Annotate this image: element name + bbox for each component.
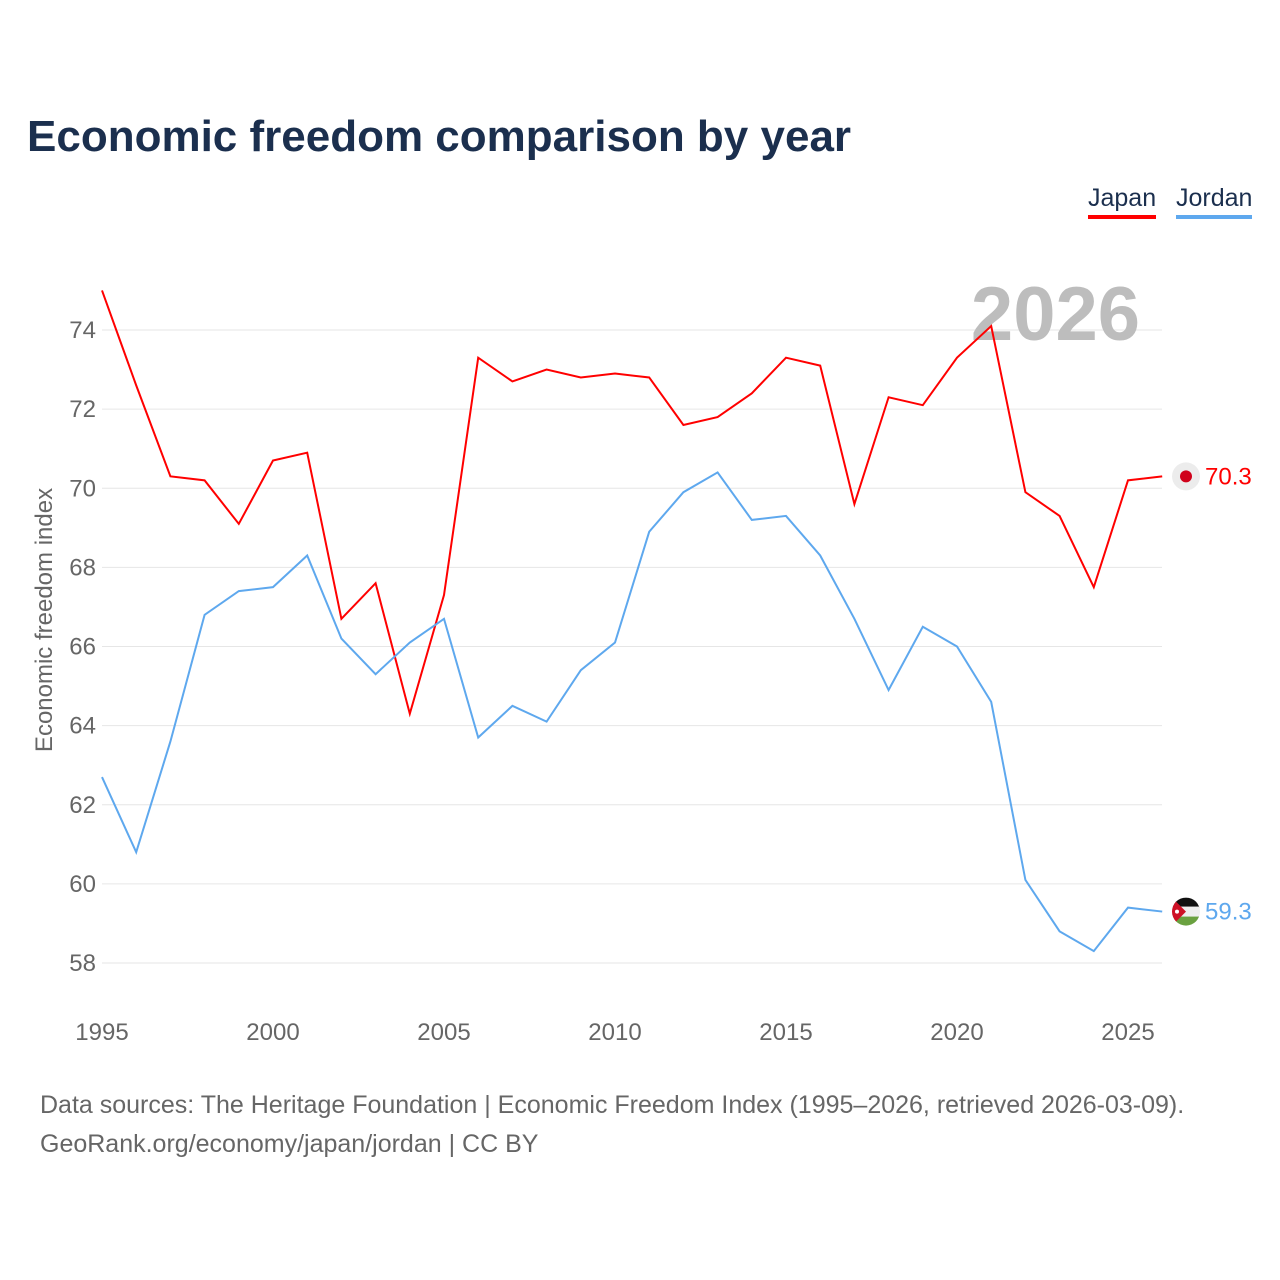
- y-tick-label: 68: [69, 554, 96, 581]
- x-tick-label: 2020: [930, 1019, 983, 1046]
- y-tick-label: 62: [69, 792, 96, 819]
- flag-star: [1175, 909, 1179, 914]
- legend-jordan[interactable]: Jordan: [1176, 184, 1253, 219]
- y-tick-label: 58: [69, 950, 96, 977]
- flag-stripe: [1172, 916, 1200, 926]
- data-source: Data sources: The Heritage Foundation | …: [40, 1091, 1185, 1119]
- y-tick-label: 64: [69, 713, 96, 740]
- x-tick-label: 2025: [1101, 1019, 1154, 1046]
- flag-stripe: [1172, 897, 1200, 908]
- footer: Data sources: The Heritage Foundation | …: [40, 1086, 1184, 1164]
- legend-japan[interactable]: Japan: [1088, 184, 1157, 219]
- x-tick-label: 1995: [75, 1019, 128, 1046]
- x-tick-label: 2005: [417, 1019, 470, 1046]
- y-tick-label: 66: [69, 634, 96, 661]
- x-tick-label: 2000: [246, 1019, 299, 1046]
- y-tick-label: 72: [69, 396, 96, 423]
- line-chart: 58 60 62 64 66 68 70 72 74 1995 2000 2005 2010 2015 20…: [31, 272, 1252, 1046]
- y-tick-label: 74: [69, 317, 96, 344]
- x-tick-label: 2010: [588, 1019, 641, 1046]
- year-watermark: 2026: [971, 272, 1140, 357]
- series-line-jordan: [101, 471, 1163, 953]
- japan-flag-dot: [1180, 470, 1192, 483]
- series-line-japan: [101, 290, 1163, 718]
- y-axis-label: Economic freedom index: [31, 488, 58, 752]
- source-link[interactable]: GeoRank.org/economy/japan/jordan | CC BY: [40, 1130, 539, 1158]
- y-tick-label: 70: [69, 475, 96, 502]
- end-value-label-jordan: 59.3: [1205, 899, 1252, 926]
- chart-title: Economic freedom comparison by year: [27, 112, 852, 161]
- x-tick-label: 2015: [759, 1019, 812, 1046]
- y-tick-label: 60: [69, 871, 96, 898]
- end-value-label-japan: 70.3: [1205, 463, 1252, 490]
